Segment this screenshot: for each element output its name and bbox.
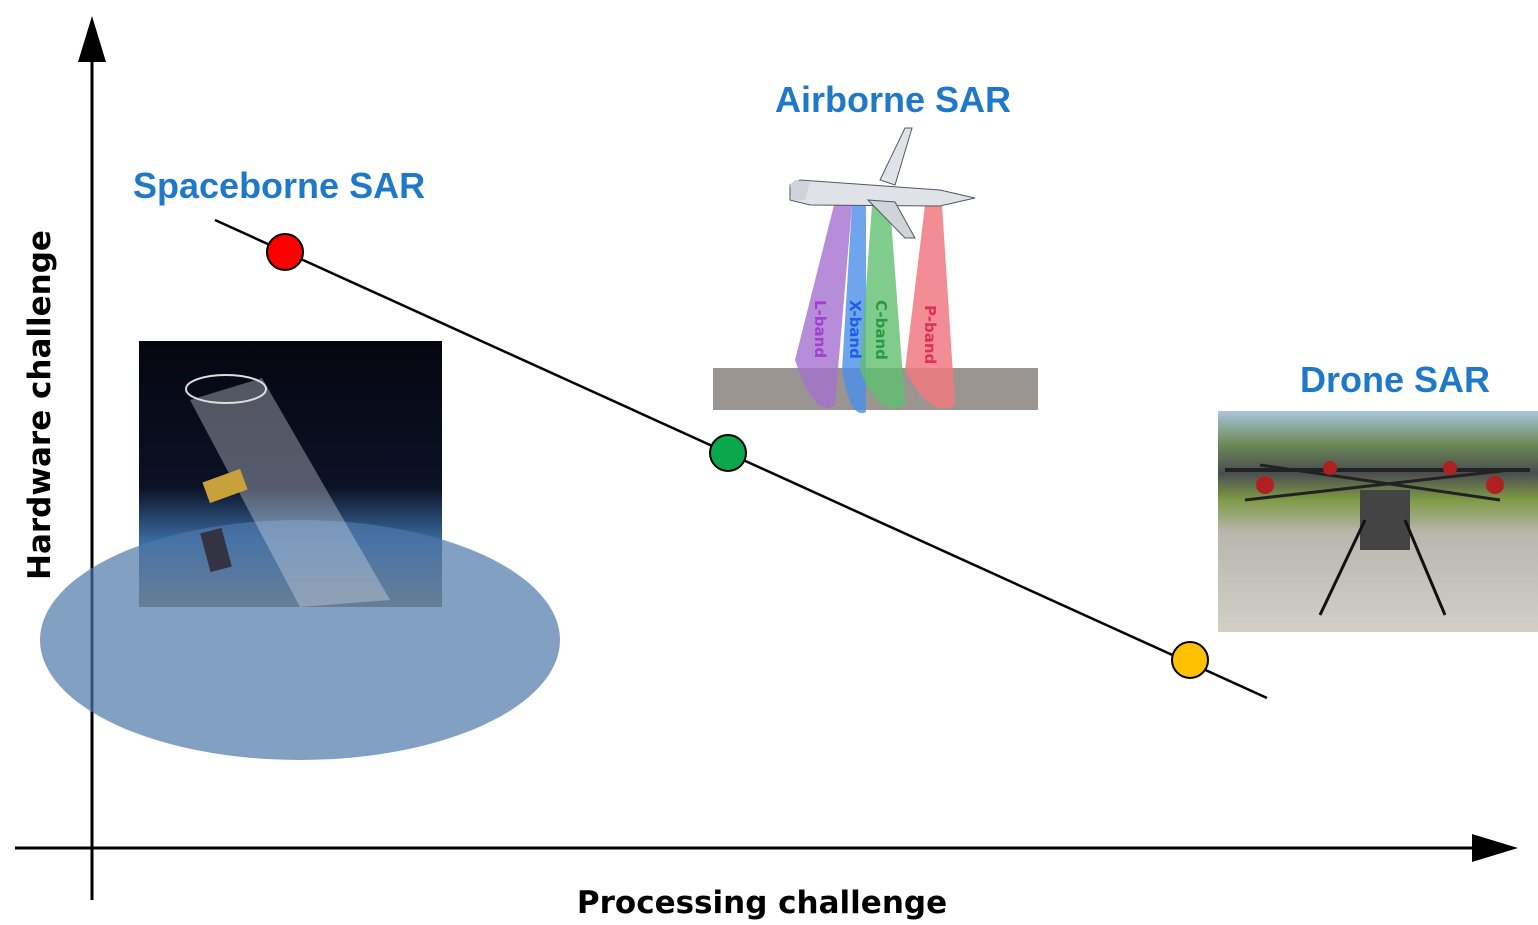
x-axis-label: Processing challenge (577, 885, 947, 921)
node-label: Drone SAR (1300, 359, 1490, 400)
x-axis-arrow (1472, 834, 1518, 862)
band-label: X-band (846, 300, 864, 359)
drone-point (1172, 642, 1208, 678)
airborne-image (713, 128, 1038, 413)
drone-image (1218, 411, 1538, 632)
band-label: C-band (872, 300, 890, 360)
diagram: Processing challenge Hardware challenge … (0, 0, 1538, 925)
y-axis-arrow (78, 16, 106, 62)
airborne-point (710, 435, 746, 471)
spaceborne-point (267, 234, 303, 270)
node-label: Airborne SAR (775, 79, 1011, 120)
y-axis-label: Hardware challenge (22, 230, 58, 580)
band-label: L-band (811, 300, 829, 358)
band-label: P-band (921, 305, 939, 364)
node-label: Spaceborne SAR (133, 165, 425, 206)
spaceborne-image (40, 341, 560, 760)
